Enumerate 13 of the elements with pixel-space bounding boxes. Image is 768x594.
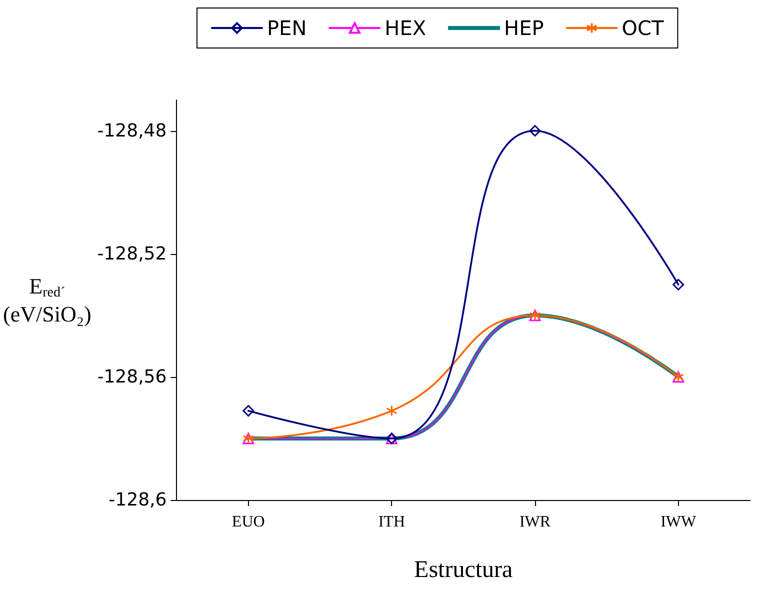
y-tick-label: -128,52 xyxy=(97,243,167,264)
x-tick-label: EUO xyxy=(232,514,265,530)
x-tick-label: ITH xyxy=(378,514,406,530)
legend-label: HEP xyxy=(504,16,544,40)
y-tick-label: -128,48 xyxy=(97,120,167,142)
x-axis-title: Estructura xyxy=(414,557,514,583)
legend-label: HEX xyxy=(384,16,426,40)
y-tick-label: -128,6 xyxy=(108,490,167,510)
legend-label: OCT xyxy=(622,16,664,40)
y-tick-label: -128,56 xyxy=(97,366,167,388)
legend-label: PEN xyxy=(267,16,307,40)
x-tick-label: IWW xyxy=(660,514,697,530)
x-tick-label: IWR xyxy=(519,514,551,530)
